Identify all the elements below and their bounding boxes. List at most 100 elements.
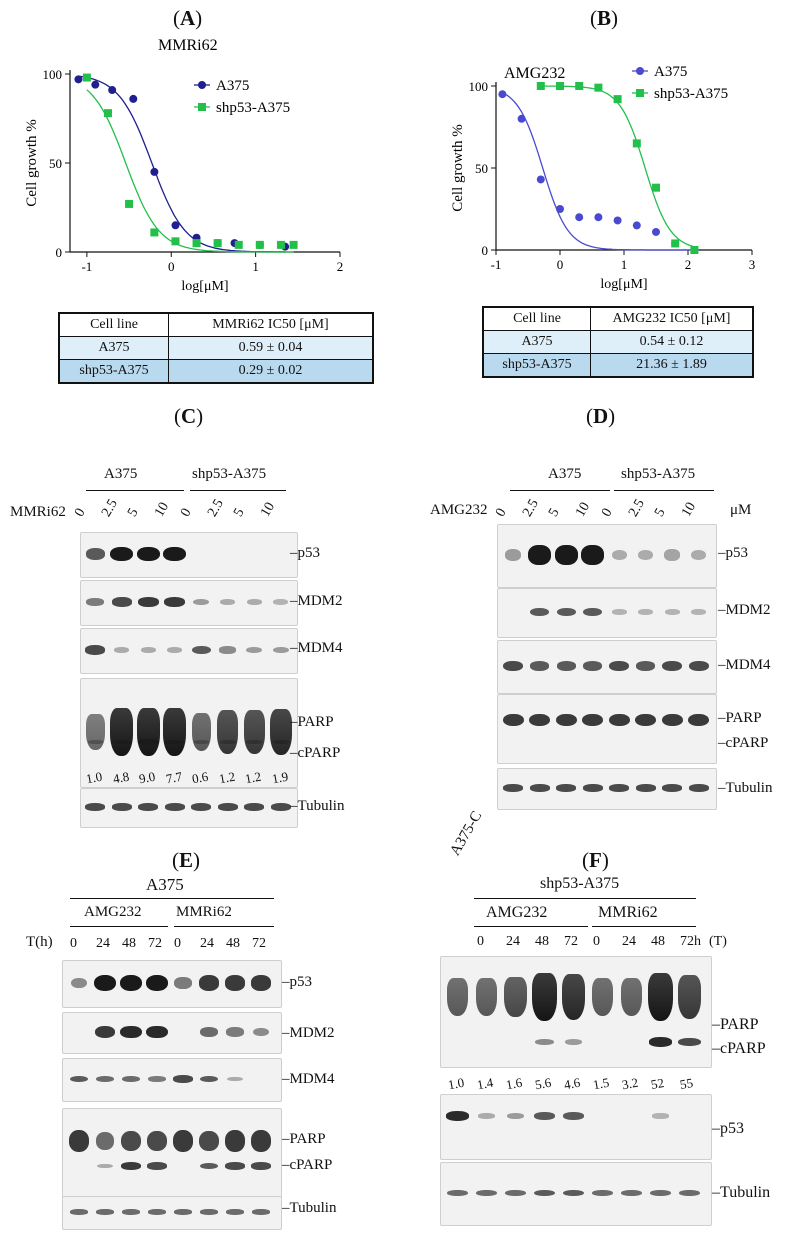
protein-band xyxy=(530,661,550,671)
protein-band xyxy=(120,1162,142,1170)
protein-band xyxy=(220,599,236,605)
group-label: MMRi62 xyxy=(598,904,658,921)
protein-band xyxy=(503,660,524,672)
protein-band xyxy=(583,607,603,617)
panel-label-e: (E) xyxy=(172,848,201,872)
quant-value: 1.2 xyxy=(243,768,263,787)
protein-band xyxy=(270,803,291,811)
protein-band xyxy=(650,1189,671,1197)
protein-band xyxy=(225,1209,245,1215)
lane-label: 48 xyxy=(651,934,665,949)
protein-band xyxy=(121,1130,141,1152)
chart-b-title: AMG232 xyxy=(504,65,565,82)
data-point xyxy=(536,82,545,90)
protein-band xyxy=(110,708,133,756)
protein-band xyxy=(592,1189,613,1197)
protein-band xyxy=(476,1189,497,1197)
protein-band xyxy=(191,803,212,811)
table-header: Cell line xyxy=(58,312,169,337)
x-tick-label: 1 xyxy=(252,259,259,274)
protein-band xyxy=(504,976,527,1018)
row-label: –Tubulin xyxy=(718,780,773,796)
protein-band xyxy=(217,803,238,811)
protein-band xyxy=(145,974,169,992)
table-cell: 21.36 ± 1.89 xyxy=(590,353,754,378)
panel-label-a: (A) xyxy=(173,6,203,30)
unit-label: μM xyxy=(730,502,752,518)
lane-label: 10 xyxy=(678,499,699,520)
protein-band xyxy=(446,977,469,1017)
protein-band xyxy=(94,1026,116,1038)
protein-band xyxy=(556,661,576,671)
group-line xyxy=(474,926,588,927)
y-tick-label: 50 xyxy=(475,161,488,176)
lane-label: 72h xyxy=(680,934,701,949)
group-line xyxy=(190,490,286,491)
ic50-table-b: Cell line AMG232 IC50 [μM] A375 0.54 ± 0.1… xyxy=(482,306,754,378)
data-point xyxy=(255,240,264,249)
protein-band xyxy=(638,549,654,561)
protein-band xyxy=(691,549,707,561)
data-point xyxy=(125,199,134,208)
lane-label: 72 xyxy=(148,936,162,951)
protein-band xyxy=(445,1111,470,1121)
table-cell: A375 xyxy=(58,336,169,360)
protein-band xyxy=(611,609,627,615)
group-label: shp53-A375 xyxy=(192,466,267,482)
protein-band xyxy=(199,1075,219,1083)
protein-band xyxy=(147,1162,167,1170)
treatment-label: AMG232 xyxy=(430,502,488,518)
group-line xyxy=(70,898,274,899)
protein-band xyxy=(119,974,143,992)
data-point xyxy=(171,221,180,230)
protein-band xyxy=(85,803,106,811)
protein-band xyxy=(136,708,160,756)
lane-label: 0 xyxy=(599,505,616,520)
data-point xyxy=(575,213,584,222)
lane-label: 5 xyxy=(546,505,563,520)
protein-band xyxy=(688,784,709,792)
protein-band xyxy=(609,784,630,792)
protein-band xyxy=(273,599,289,605)
quant-value: 52 xyxy=(649,1074,666,1093)
lane-label: 10 xyxy=(257,499,278,520)
row-label: –MDM4 xyxy=(718,657,771,673)
protein-band xyxy=(635,784,656,792)
blot-strip xyxy=(440,1094,712,1160)
quant-value: 0.6 xyxy=(190,768,210,787)
lane-label: 48 xyxy=(122,936,136,951)
data-point xyxy=(632,221,641,230)
protein-band xyxy=(137,597,159,607)
protein-band xyxy=(620,977,643,1017)
time-label: T(h) xyxy=(26,934,53,950)
legend-marker xyxy=(636,67,644,75)
protein-band xyxy=(652,1113,669,1119)
group-label: AMG232 xyxy=(486,904,548,921)
blot-strip xyxy=(62,1196,282,1230)
table-cell: 0.29 ± 0.02 xyxy=(168,359,374,384)
lane-label: 2.5 xyxy=(204,496,227,520)
protein-band xyxy=(85,714,105,750)
protein-band xyxy=(244,803,265,811)
x-tick-label: 0 xyxy=(557,257,564,272)
legend-label: A375 xyxy=(654,64,687,80)
y-tick-label: 100 xyxy=(43,67,63,82)
protein-band xyxy=(93,974,117,992)
row-label: –Tubulin xyxy=(290,798,345,814)
lane-label: 0 xyxy=(174,936,181,951)
data-point xyxy=(556,205,564,213)
protein-band xyxy=(165,739,185,745)
protein-band xyxy=(111,597,132,607)
protein-band xyxy=(688,660,709,672)
protein-band xyxy=(246,740,263,744)
protein-band xyxy=(85,645,106,655)
row-label: –MDM4 xyxy=(290,640,343,656)
protein-band xyxy=(583,661,603,671)
x-tick-label: 0 xyxy=(168,259,175,274)
protein-band xyxy=(621,1189,642,1197)
protein-band xyxy=(227,1076,243,1082)
data-point xyxy=(103,109,112,118)
panel-label-b: (B) xyxy=(590,6,619,30)
protein-band xyxy=(529,713,551,727)
